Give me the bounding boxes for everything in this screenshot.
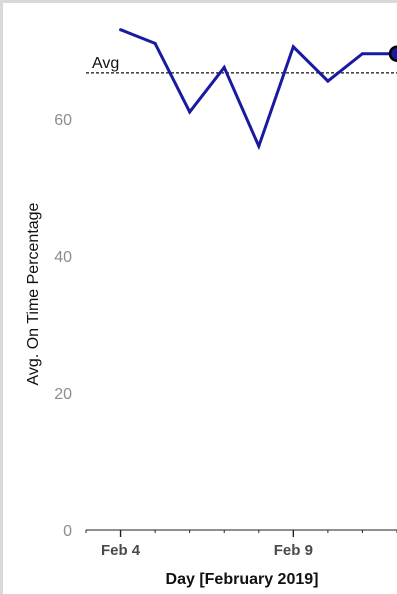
x-axis: Feb 4 Feb 9	[85, 529, 397, 559]
series-points	[119, 28, 397, 148]
y-tick-label: 0	[63, 523, 72, 540]
series-point	[188, 110, 192, 114]
series	[120, 28, 397, 151]
average-reference-label: Avg	[92, 55, 119, 72]
series-point	[291, 45, 295, 49]
series-point	[153, 41, 157, 45]
y-axis-title: Avg. On Time Percentage	[25, 202, 42, 385]
series-point	[257, 144, 261, 148]
series-point	[326, 79, 330, 83]
frame-left-border	[0, 0, 3, 594]
frame-top-border	[0, 0, 397, 3]
series-point	[222, 65, 226, 69]
y-tick-label: 20	[54, 386, 72, 403]
average-reference: Avg	[86, 55, 397, 74]
y-axis-ticks: 0 20 40 60	[54, 112, 72, 540]
x-axis-title: Day [February 2019]	[166, 571, 319, 588]
y-tick-label: 40	[54, 249, 72, 266]
series-point	[119, 28, 123, 32]
x-tick-label: Feb 9	[274, 542, 313, 559]
series-point	[360, 52, 364, 56]
series-line	[120, 28, 397, 151]
y-tick-label: 60	[54, 112, 72, 129]
series-last-point	[388, 45, 397, 62]
x-tick-label: Feb 4	[101, 542, 141, 559]
